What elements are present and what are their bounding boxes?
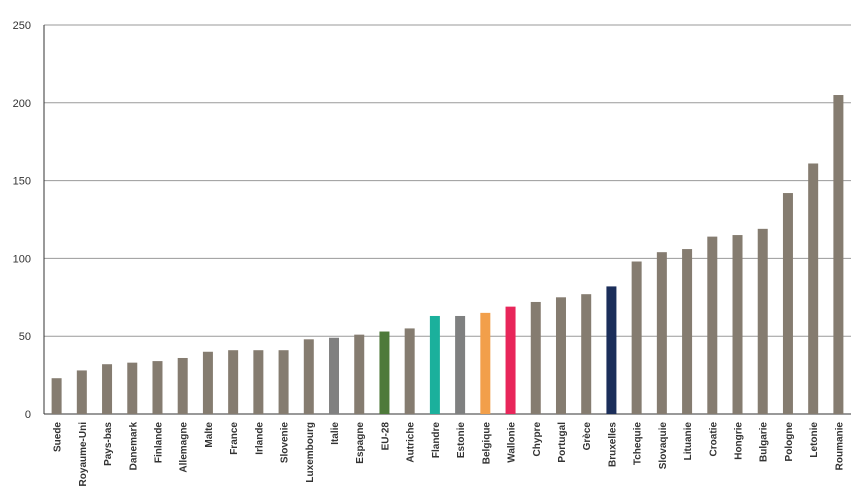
bar-eu-28 [379,331,390,414]
x-category-label: Irlande [254,422,265,455]
y-tick-label: 0 [25,409,31,421]
bar-bruxelles [606,286,617,414]
bar-pologne [782,193,793,414]
x-category-label: Luxembourg [305,422,316,483]
bar-slovenie [278,350,289,414]
bar-flandre [429,315,440,414]
bar-irlande [253,350,264,414]
bar-malte [202,351,213,414]
bar-chypre [530,301,541,414]
y-tick-label: 50 [19,331,31,343]
x-category-label: Malte [204,422,215,448]
x-category-label: Tchequie [633,422,644,466]
bar-slovaquie [656,252,667,414]
bar-bulgarie [757,228,768,414]
x-category-label: Espagne [355,422,366,464]
x-category-label: Slovenie [280,422,291,464]
y-tick-label: 250 [13,20,31,32]
y-axis-tick-labels: 0 50 100 150 200 250 [13,20,31,421]
bar-hongrie [732,235,743,414]
x-category-label: Allemagne [179,422,190,473]
bar-estonie [455,315,466,414]
bars [51,95,844,415]
x-category-label: Royaume-Uni [78,422,89,487]
y-tick-label: 100 [13,253,31,265]
bar-luxembourg [303,339,314,414]
x-category-label: Portugal [557,422,568,463]
x-axis-category-labels: Suede Royaume-Uni Pays-bas Danemark Finlande… [53,422,846,487]
x-category-label: EU-28 [380,422,391,451]
x-category-label: Estonie [456,422,467,459]
bar-france [228,350,239,414]
y-tick-label: 150 [13,176,31,188]
x-category-label: Grèce [582,422,593,451]
x-category-label: Suede [53,422,64,452]
x-category-label: Chypre [532,422,543,457]
gridlines [44,24,851,337]
x-category-label: Letonie [809,422,820,458]
bar-finlande [152,361,163,414]
bar-royaume-uni [76,370,87,414]
x-category-label: Croatie [708,422,719,457]
x-category-label: Pologne [784,422,795,462]
y-tick-label: 200 [13,98,31,110]
bar-belgique [480,312,491,414]
x-category-label: Danemark [128,422,139,471]
bar-gr-ce [581,294,592,414]
bar-pays-bas [102,364,113,414]
bar-suede [51,378,62,414]
x-category-label: France [229,422,240,455]
bar-wallonie [505,306,516,414]
bar-allemagne [177,357,188,414]
x-category-label: Autriche [406,422,417,463]
x-category-label: Pays-bas [103,422,114,466]
x-category-label: Wallonie [507,422,518,463]
x-category-label: Roumanie [834,422,845,471]
bar-letonie [808,163,819,414]
x-category-label: Bulgarie [759,422,770,462]
x-category-label: Lituanie [683,422,694,461]
bar-danemark [127,362,138,414]
x-category-label: Bruxelles [607,422,618,467]
x-category-label: Belgique [481,422,492,465]
x-category-label: Flandre [431,422,442,459]
x-category-label: Finlande [153,422,164,464]
bar-roumanie [833,95,844,415]
x-category-label: Hongrie [734,422,745,460]
bar-espagne [354,334,365,414]
bar-autriche [404,328,415,414]
bar-tchequie [631,261,642,414]
x-category-label: Italie [330,422,341,445]
bar-croatie [707,236,718,414]
bar-portugal [555,297,566,414]
bar-lituanie [682,249,693,414]
x-category-label: Slovaquie [658,422,669,470]
bar-italie [329,337,340,414]
